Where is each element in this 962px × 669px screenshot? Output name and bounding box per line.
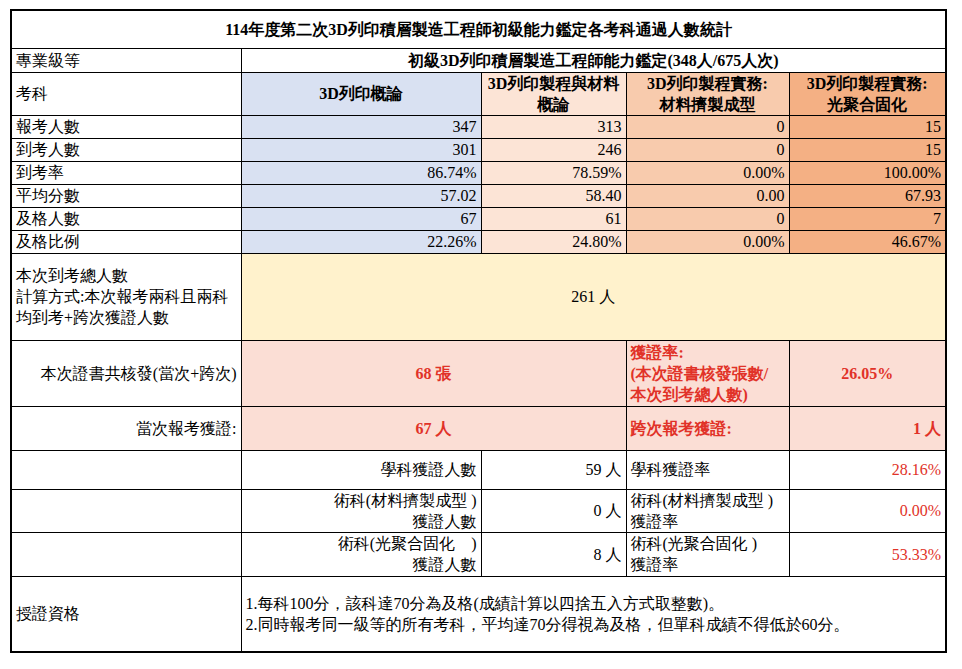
breakdown-rate-label: 術科(材料擠製成型 ) 獲證率 [626, 489, 789, 532]
metric-value: 67 [241, 207, 481, 230]
breakdown-count: 0 人 [481, 489, 626, 532]
certificates-rate: 26.05% [789, 340, 946, 406]
certificates-rate-label: 獲證率: (本次證書核發張數/ 本次到考總人數) [626, 340, 789, 406]
qualification-label: 授證資格 [11, 576, 241, 652]
metric-value: 313 [481, 115, 626, 138]
metric-value: 67.93 [789, 184, 946, 207]
certificates-count: 68 張 [241, 340, 626, 406]
metric-row: 到考人數 301 246 0 15 [11, 138, 946, 161]
breakdown-row: 術科(光聚合固化 ) 獲證人數 8 人 術科(光聚合固化 ) 獲證率 53.33… [11, 532, 946, 576]
total-attended-value: 261 人 [241, 253, 946, 340]
level-row: 專業級等 初級3D列印積層製造工程師能力鑑定(348人/675人次) [11, 48, 946, 72]
metric-label: 平均分數 [11, 184, 241, 207]
metric-value: 0.00 [626, 184, 789, 207]
total-attended-label: 本次到考總人數 計算方式:本次報考兩科且兩科 均到考+跨次獲證人數 [11, 253, 241, 340]
cross-count: 1 人 [789, 406, 946, 450]
breakdown-row: 學科獲證人數 59 人 學科獲證率 28.16% [11, 450, 946, 489]
metric-value: 347 [241, 115, 481, 138]
current-cross-row: 當次報考獲證: 67 人 跨次報考獲證: 1 人 [11, 406, 946, 450]
certificates-row: 本次證書共核發(當次+跨次) 68 張 獲證率: (本次證書核發張數/ 本次到考… [11, 340, 946, 406]
subject-col-3: 3D列印製程實務: 材料擠製成型 [626, 72, 789, 115]
statistics-table: 114年度第二次3D列印積層製造工程師初級能力鑑定各考科通過人數統計 專業級等 … [10, 9, 947, 653]
empty-cell [11, 532, 241, 576]
level-label: 專業級等 [11, 48, 241, 72]
subject-header-row: 考科 3D列印概論 3D列印製程與材料 概論 3D列印製程實務: 材料擠製成型 … [11, 72, 946, 115]
subject-col-2: 3D列印製程與材料 概論 [481, 72, 626, 115]
title-row: 114年度第二次3D列印積層製造工程師初級能力鑑定各考科通過人數統計 [11, 10, 946, 48]
metric-row: 平均分數 57.02 58.40 0.00 67.93 [11, 184, 946, 207]
breakdown-rate-label: 術科(光聚合固化 ) 獲證率 [626, 532, 789, 576]
breakdown-row: 術科(材料擠製成型 ) 獲證人數 0 人 術科(材料擠製成型 ) 獲證率 0.0… [11, 489, 946, 532]
breakdown-count-label: 學科獲證人數 [241, 450, 481, 489]
metric-value: 301 [241, 138, 481, 161]
metric-label: 及格人數 [11, 207, 241, 230]
metric-value: 22.26% [241, 230, 481, 253]
metric-value: 86.74% [241, 161, 481, 184]
metric-label: 到考人數 [11, 138, 241, 161]
metric-value: 0 [626, 207, 789, 230]
metric-value: 246 [481, 138, 626, 161]
metric-value: 78.59% [481, 161, 626, 184]
current-count: 67 人 [241, 406, 626, 450]
cross-label: 跨次報考獲證: [626, 406, 789, 450]
certificates-label: 本次證書共核發(當次+跨次) [11, 340, 241, 406]
breakdown-rate: 0.00% [789, 489, 946, 532]
metric-row: 及格人數 67 61 0 7 [11, 207, 946, 230]
metric-label: 報考人數 [11, 115, 241, 138]
metric-value: 15 [789, 115, 946, 138]
metric-value: 61 [481, 207, 626, 230]
subject-col-1: 3D列印概論 [241, 72, 481, 115]
metric-label: 及格比例 [11, 230, 241, 253]
qualification-row: 授證資格 1.每科100分，該科達70分為及格(成績計算以四捨五入方式取整數)。… [11, 576, 946, 652]
metric-row: 報考人數 347 313 0 15 [11, 115, 946, 138]
subject-col-4: 3D列印製程實務: 光聚合固化 [789, 72, 946, 115]
breakdown-count-label: 術科(材料擠製成型 ) 獲證人數 [241, 489, 481, 532]
metric-value: 0.00% [626, 230, 789, 253]
breakdown-count: 59 人 [481, 450, 626, 489]
breakdown-count-label: 術科(光聚合固化 ) 獲證人數 [241, 532, 481, 576]
breakdown-count: 8 人 [481, 532, 626, 576]
metric-row: 及格比例 22.26% 24.80% 0.00% 46.67% [11, 230, 946, 253]
metric-value: 7 [789, 207, 946, 230]
metric-value: 15 [789, 138, 946, 161]
empty-cell [11, 450, 241, 489]
breakdown-rate-label: 學科獲證率 [626, 450, 789, 489]
metric-value: 57.02 [241, 184, 481, 207]
level-value: 初級3D列印積層製造工程師能力鑑定(348人/675人次) [241, 48, 946, 72]
metric-value: 0 [626, 138, 789, 161]
qualification-text: 1.每科100分，該科達70分為及格(成績計算以四捨五入方式取整數)。 2.同時… [241, 576, 946, 652]
metric-label: 到考率 [11, 161, 241, 184]
total-attended-row: 本次到考總人數 計算方式:本次報考兩科且兩科 均到考+跨次獲證人數 261 人 [11, 253, 946, 340]
metric-value: 0.00% [626, 161, 789, 184]
metric-value: 24.80% [481, 230, 626, 253]
metric-value: 46.67% [789, 230, 946, 253]
metric-value: 0 [626, 115, 789, 138]
breakdown-rate: 28.16% [789, 450, 946, 489]
page-title: 114年度第二次3D列印積層製造工程師初級能力鑑定各考科通過人數統計 [11, 10, 946, 48]
metric-value: 58.40 [481, 184, 626, 207]
current-label: 當次報考獲證: [11, 406, 241, 450]
empty-cell [11, 489, 241, 532]
subject-header-label: 考科 [11, 72, 241, 115]
metric-row: 到考率 86.74% 78.59% 0.00% 100.00% [11, 161, 946, 184]
breakdown-rate: 53.33% [789, 532, 946, 576]
metric-value: 100.00% [789, 161, 946, 184]
